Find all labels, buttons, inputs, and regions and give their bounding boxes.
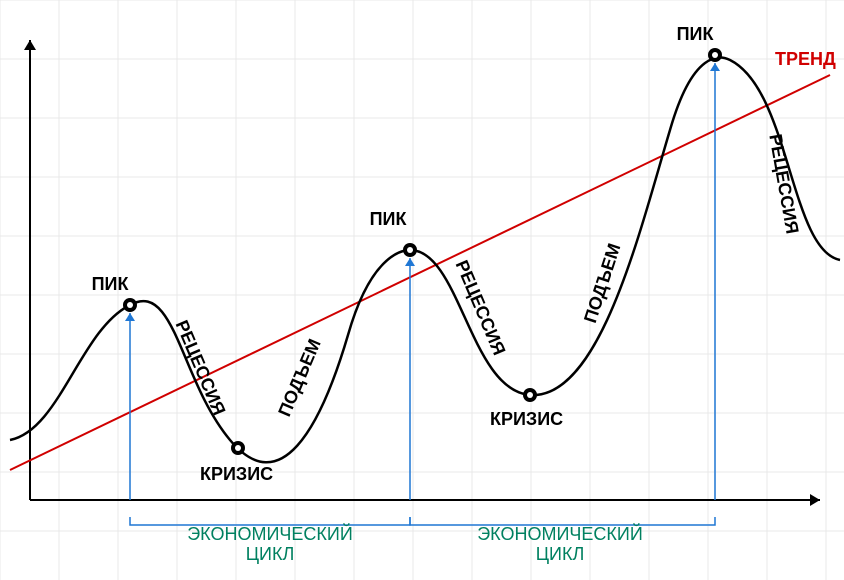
trend-label: ТРЕНД <box>775 49 836 69</box>
cycle-label-line2: ЦИКЛ <box>536 544 585 564</box>
point-marker-inner <box>127 302 133 308</box>
y-axis-arrow-icon <box>24 40 36 50</box>
cycle-label-line1: ЭКОНОМИЧЕСКИЙ <box>187 523 353 544</box>
point-marker-inner <box>235 445 241 451</box>
upswing-label: ПОДЪЕМ <box>274 336 325 419</box>
peak-label: ПИК <box>370 209 408 229</box>
peak-label: ПИК <box>677 24 715 44</box>
cycle-label-line2: ЦИКЛ <box>246 544 295 564</box>
point-marker-inner <box>407 247 413 253</box>
economic-cycle-diagram: ПИКПИКПИККРИЗИСКРИЗИСРЕЦЕССИЯРЕЦЕССИЯРЕЦ… <box>0 0 844 580</box>
point-marker-inner <box>712 52 718 58</box>
recession-label: РЕЦЕССИЯ <box>765 132 802 235</box>
x-axis-arrow-icon <box>810 494 820 506</box>
cycle-label-line1: ЭКОНОМИЧЕСКИЙ <box>477 523 643 544</box>
guides-layer <box>125 63 720 525</box>
point-marker-inner <box>527 392 533 398</box>
trough-label: КРИЗИС <box>490 409 563 429</box>
guide-arrow-icon <box>710 63 720 71</box>
peak-label: ПИК <box>92 274 130 294</box>
trend-line <box>10 75 830 470</box>
axes-layer <box>24 40 820 506</box>
labels-layer: ПИКПИКПИККРИЗИСКРИЗИСРЕЦЕССИЯРЕЦЕССИЯРЕЦ… <box>92 24 836 564</box>
trend-layer <box>10 75 830 470</box>
trough-label: КРИЗИС <box>200 464 273 484</box>
guide-arrow-icon <box>125 313 135 321</box>
upswing-label: ПОДЪЕМ <box>580 241 624 325</box>
